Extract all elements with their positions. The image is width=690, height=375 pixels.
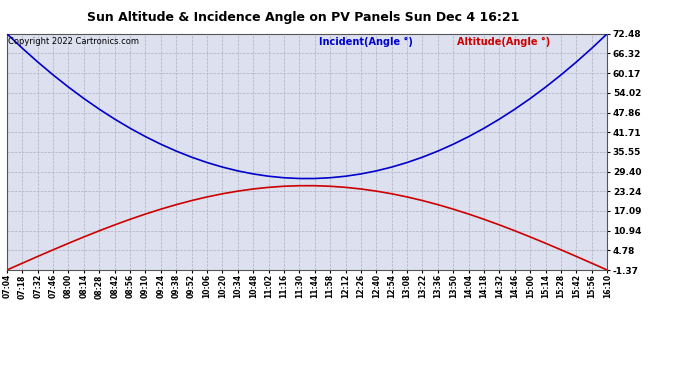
Text: Copyright 2022 Cartronics.com: Copyright 2022 Cartronics.com xyxy=(8,37,139,46)
Text: Sun Altitude & Incidence Angle on PV Panels Sun Dec 4 16:21: Sun Altitude & Incidence Angle on PV Pan… xyxy=(88,11,520,24)
Text: Incident(Angle °): Incident(Angle °) xyxy=(319,37,413,47)
Text: Altitude(Angle °): Altitude(Angle °) xyxy=(457,37,551,47)
